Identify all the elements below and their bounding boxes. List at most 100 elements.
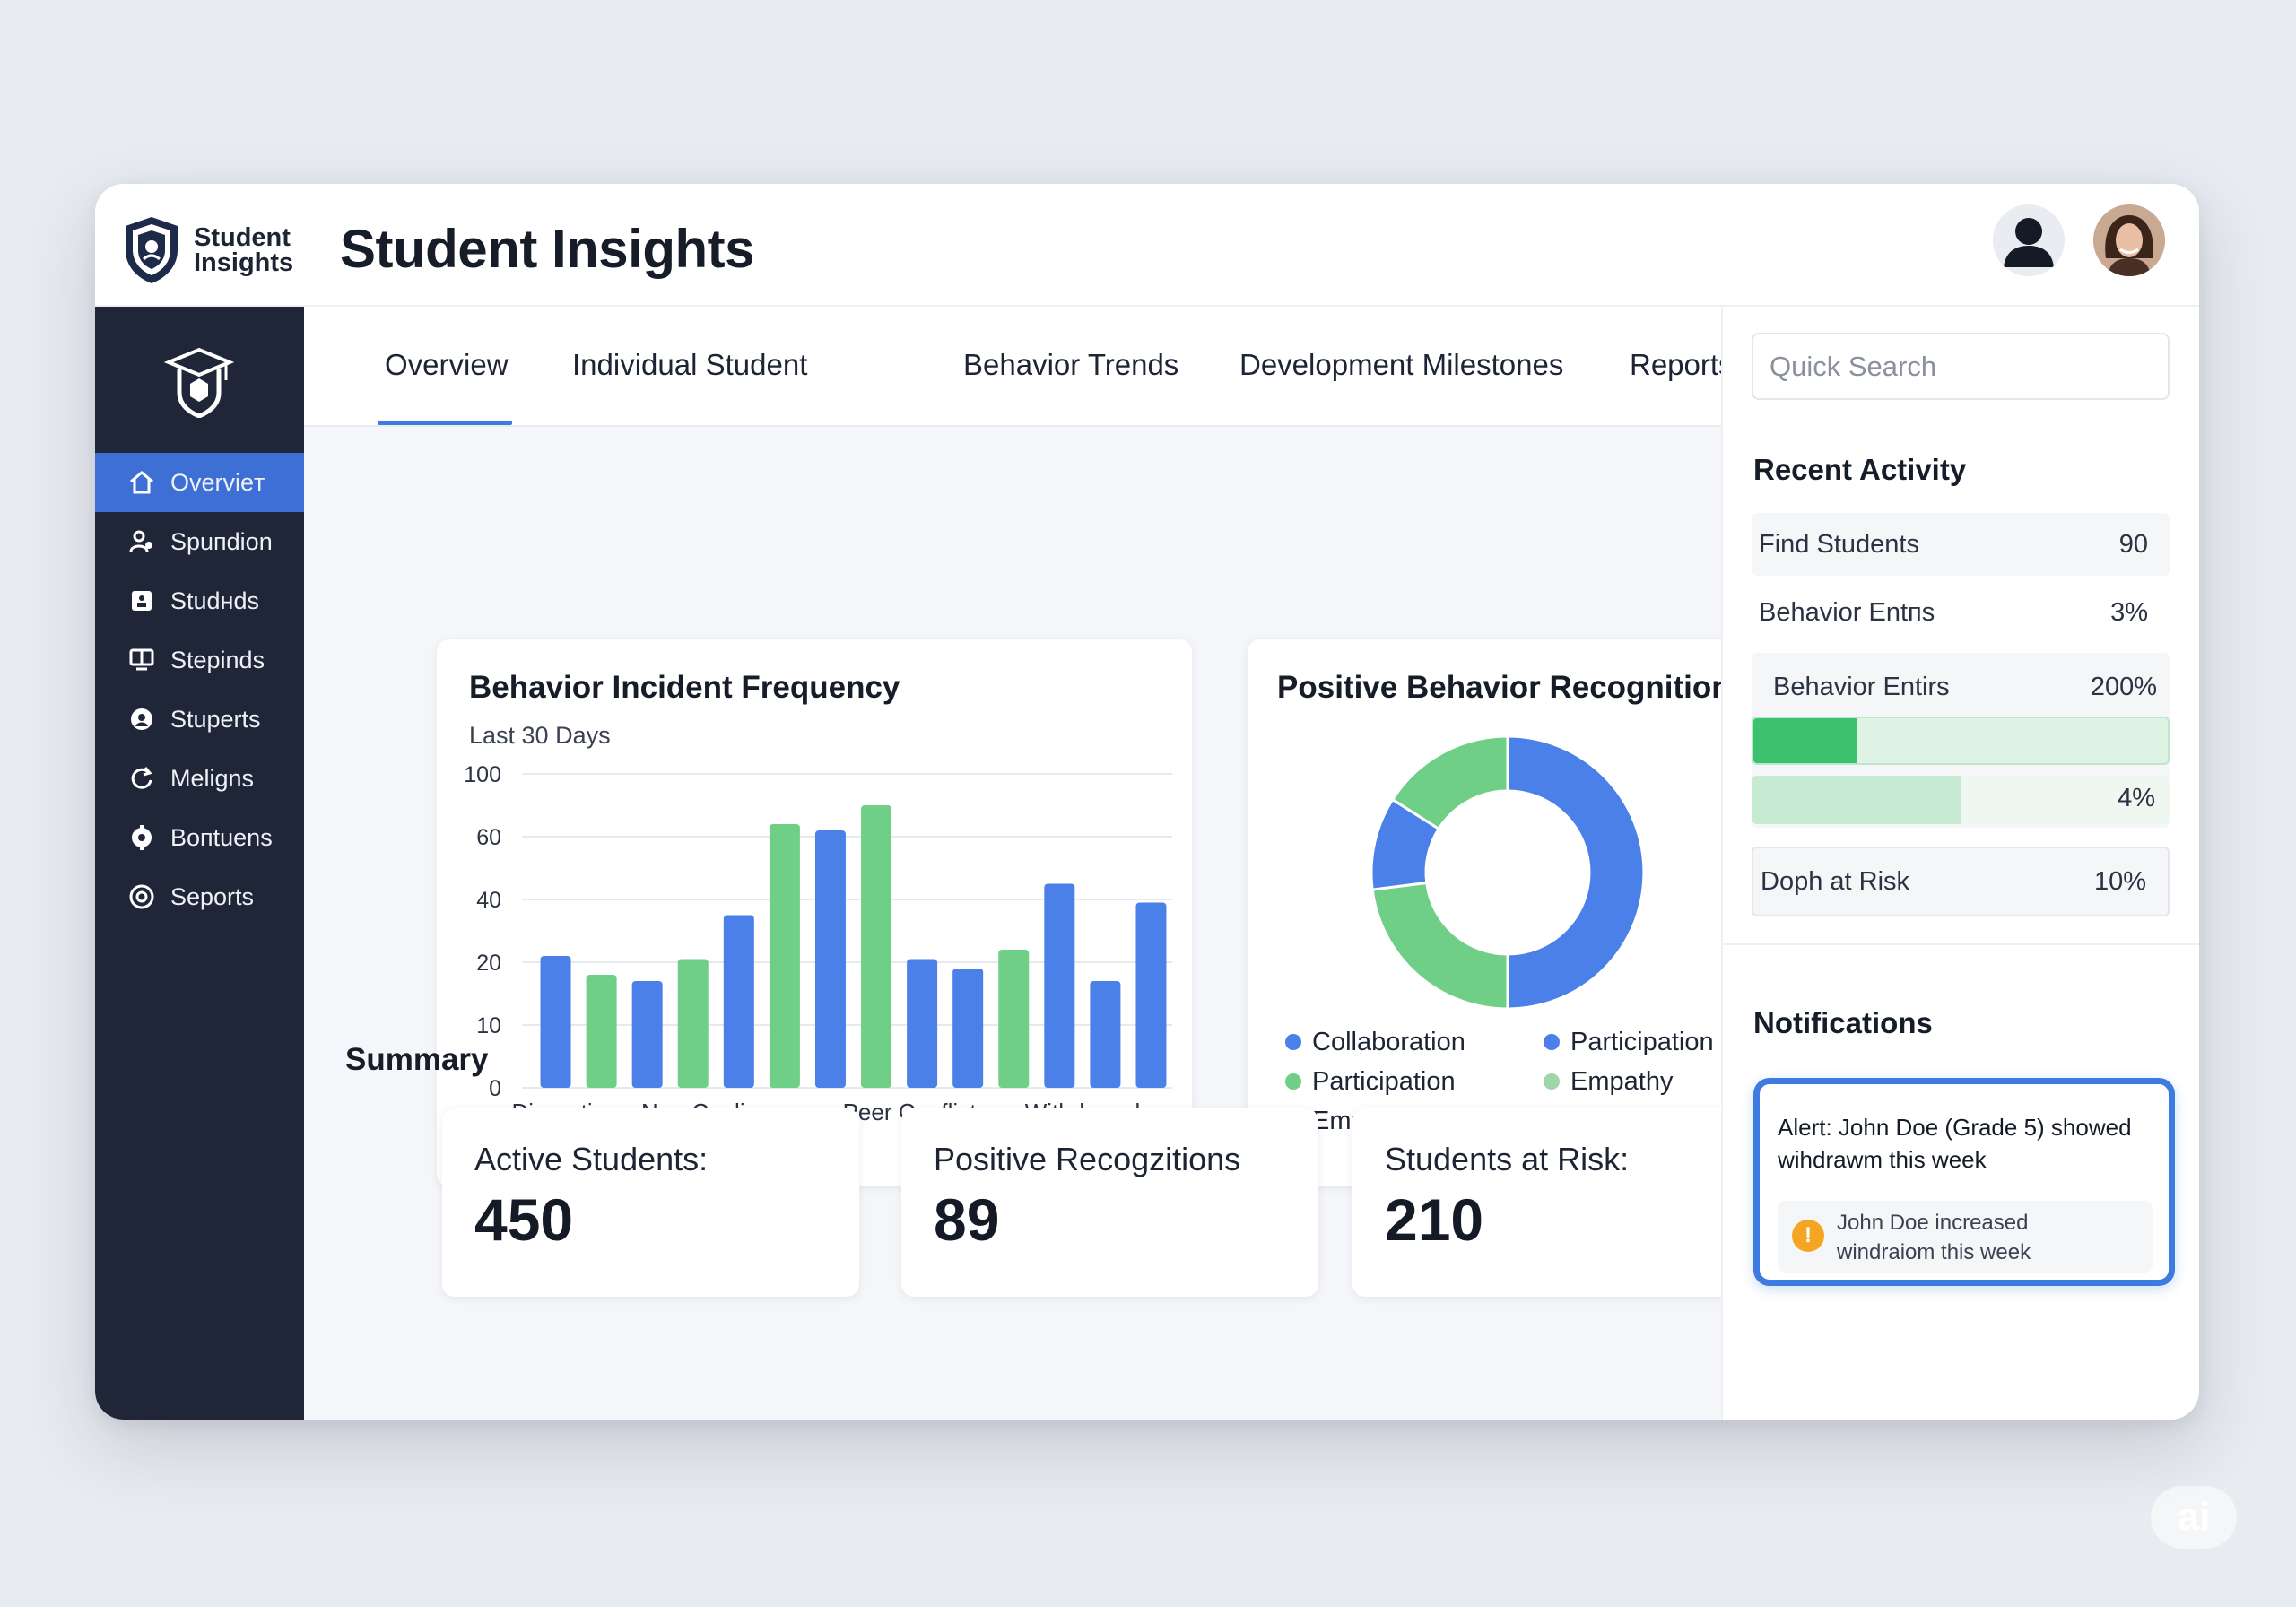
activity-value: 90 xyxy=(2118,529,2148,559)
quick-search-input[interactable] xyxy=(1752,333,2170,400)
y-tick-label: 40 xyxy=(476,888,501,913)
ai-watermark-badge: ai xyxy=(2151,1486,2237,1549)
bar-4[interactable] xyxy=(677,959,709,1089)
legend-swatch xyxy=(1544,1034,1560,1050)
main-content: Overview Individual Student Behavior Tre… xyxy=(304,307,1779,1420)
sidebar-item-label: Meligns xyxy=(170,764,255,792)
bar-chart: 100604020100DisrսptionNon-CopliancePeer … xyxy=(464,762,1172,1125)
activity-row[interactable]: Doph at Risk 10% xyxy=(1752,847,2170,916)
tab-behavior-trends-label[interactable]: Behavior Trends xyxy=(963,348,1179,381)
donut-slice-4[interactable] xyxy=(1390,734,1509,831)
settings-gear-icon xyxy=(132,825,152,850)
progress-bar xyxy=(1752,776,2170,824)
bar-9[interactable] xyxy=(907,959,938,1089)
graduation-cap-shield-icon xyxy=(163,347,235,418)
target-icon xyxy=(129,884,154,909)
app-window: Student Insights Student Insights xyxy=(95,184,2199,1420)
bar-1[interactable] xyxy=(540,956,571,1088)
sidebar-item-studnds[interactable]: Studнds xyxy=(95,571,304,630)
bar-6[interactable] xyxy=(769,824,800,1088)
bar-chart-subtitle: Last 30 Days xyxy=(469,722,611,749)
bar-chart-title: Behavior Incident Frequency xyxy=(469,670,900,705)
bar-8[interactable] xyxy=(861,805,892,1088)
brand-logo[interactable]: Student Insights xyxy=(122,214,293,286)
tab-bar: Overview Individual Student Behavior Tre… xyxy=(304,307,1734,427)
id-card-icon xyxy=(132,591,152,611)
sidebar-item-meligns[interactable]: Meligns xyxy=(95,749,304,808)
tab-development-milestones[interactable]: Development Milestones xyxy=(1239,348,1564,381)
donut-slice-2[interactable] xyxy=(1370,881,1509,1011)
sidebar-item-label: Spuпdion xyxy=(170,527,273,555)
panel-divider xyxy=(1723,943,2199,945)
sidebar-item-label: Overvieт xyxy=(170,468,265,496)
sub-alert[interactable]: ! John Doe increased windraiom this week xyxy=(1778,1201,2152,1273)
y-tick-label: 20 xyxy=(476,951,501,976)
sidebar-item-label: Stepinds xyxy=(170,646,265,673)
activity-row[interactable]: Find Students 90 xyxy=(1752,513,2170,576)
donut-slice-1[interactable] xyxy=(1506,734,1646,1011)
sidebar-item-spundion[interactable]: Spuпdion xyxy=(95,512,304,571)
y-tick-label: 10 xyxy=(476,1013,501,1038)
user-avatar-icon[interactable] xyxy=(1993,204,2065,276)
page-title: Student Insights xyxy=(340,219,754,279)
activity-value: 200% xyxy=(2090,673,2157,701)
bar-11[interactable] xyxy=(998,950,1030,1088)
badge-icon xyxy=(131,708,152,730)
brand-name: Student Insights xyxy=(194,223,294,277)
bar-7[interactable] xyxy=(814,830,846,1088)
warning-icon: ! xyxy=(1792,1220,1824,1252)
donut-chart-title: Positive Behavior Recognition xyxy=(1277,670,1731,705)
legend-label: Participation xyxy=(1312,1067,1456,1096)
bar-5[interactable] xyxy=(723,915,754,1089)
bar-13[interactable] xyxy=(1090,981,1121,1088)
tab-individual-student[interactable]: Individual Student xyxy=(572,348,808,381)
profile-photo-avatar[interactable] xyxy=(2093,204,2165,276)
positive-recognition-card: Positive Behavior Recognition Collaborat… xyxy=(1248,639,1777,1186)
summary-heading: Summary xyxy=(345,1042,489,1077)
activity-label: Behavior Entirs xyxy=(1773,673,1950,701)
refresh-icon xyxy=(131,767,152,789)
activity-label: Find Students xyxy=(1759,529,1919,559)
stat-label: Active Students: xyxy=(474,1141,709,1177)
activity-progress-group: Behavior Entirs 200% 4% xyxy=(1752,653,2170,828)
activity-row[interactable]: Behavior Entпs 3% xyxy=(1752,581,2170,644)
sidebar-item-overview[interactable]: Overvieт xyxy=(95,453,304,512)
sidebar-item-seports[interactable]: Seports xyxy=(95,867,304,926)
donut-chart: Collaboration Participation Participation E… xyxy=(1285,734,1714,1135)
y-tick-label: 100 xyxy=(464,762,501,787)
activity-value: 10% xyxy=(2093,866,2146,896)
notifications-heading: Notifications xyxy=(1753,1006,1933,1039)
recent-activity-heading: Recent Activity xyxy=(1753,453,1967,486)
sidebar-nav: Overvieт Spuпdion Studнds Stepinds Stuрe… xyxy=(95,453,304,926)
dashboard-icon xyxy=(129,648,154,671)
sidebar-item-label: Stuрerts xyxy=(170,705,261,733)
sidebar-item-stepinds[interactable]: Stepinds xyxy=(95,630,304,690)
brand-line1: Student xyxy=(194,223,291,252)
tab-reports[interactable]: Reports xyxy=(1630,348,1734,381)
legend-swatch xyxy=(1544,1073,1560,1090)
sidebar-item-bontuens[interactable]: Boпtuens xyxy=(95,808,304,867)
stat-card-students-at-risk: Students at Risk: 210 xyxy=(1352,1108,1779,1297)
progress-value: 4% xyxy=(2118,784,2155,812)
sub-alert-text: John Doe increased windraiom this week xyxy=(1837,1211,2031,1264)
bar-12[interactable] xyxy=(1044,883,1075,1089)
y-tick-label: 60 xyxy=(476,825,501,850)
alert-text: Alert: John Doe (Grade 5) showed wihdraw… xyxy=(1778,1114,2132,1173)
alert-notification[interactable]: Alert: John Doe (Grade 5) showed wihdraw… xyxy=(1753,1078,2175,1286)
bar-2[interactable] xyxy=(586,975,617,1088)
tab-overview[interactable]: Overview xyxy=(385,348,509,381)
stat-label: Students at Risk: xyxy=(1385,1141,1630,1177)
bar-14[interactable] xyxy=(1135,902,1167,1089)
legend-label: Participation xyxy=(1570,1028,1714,1056)
y-tick-label: 0 xyxy=(489,1076,501,1101)
stat-card-active-students: Active Students: 450 xyxy=(442,1108,859,1297)
bar-10[interactable] xyxy=(952,969,984,1088)
home-icon xyxy=(130,471,153,494)
brand-line2: Insights xyxy=(194,248,294,277)
sidebar-item-stuperts[interactable]: Stuрerts xyxy=(95,690,304,749)
legend-swatch xyxy=(1285,1073,1301,1090)
sidebar: Overvieт Spuпdion Studнds Stepinds Stuрe… xyxy=(95,307,304,1420)
bar-3[interactable] xyxy=(631,981,663,1088)
activity-value: 3% xyxy=(2110,597,2148,627)
sidebar-item-label: Seports xyxy=(170,882,255,910)
